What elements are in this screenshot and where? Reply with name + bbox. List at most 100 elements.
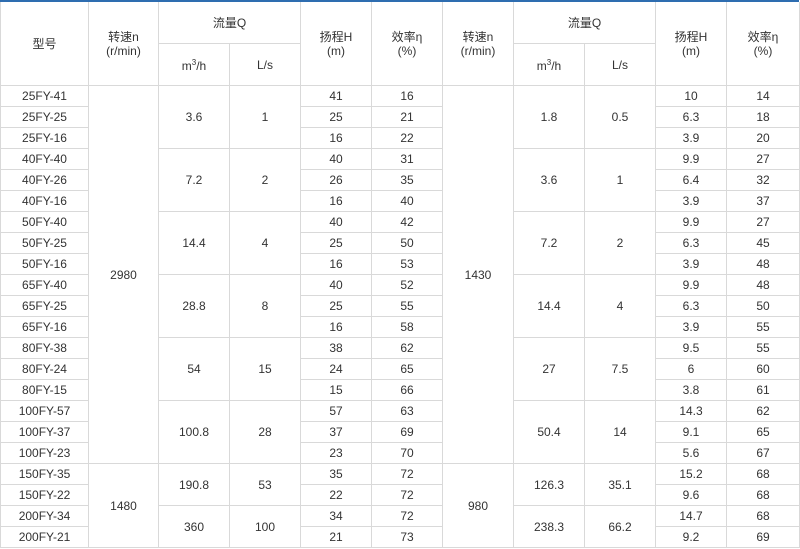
model-cell: 50FY-40 [0,211,89,233]
header-speed-2: 转速n (r/min) [442,2,514,86]
efficiency-cell: 68 [726,505,800,527]
head-cell: 9.6 [655,484,727,506]
flow-m3h-cell: 238.3 [513,505,585,548]
table-row: 80FY-38 54 15 38 62 27 7.5 9.5 55 [0,337,800,401]
header-flow-1: 流量Q [158,2,301,44]
speed-cell: 2980 [88,85,159,464]
efficiency-cell: 40 [371,190,443,212]
head-cell: 40 [300,211,372,233]
head-cell: 14.7 [655,505,727,527]
flow-ls-cell: 4 [584,274,656,338]
model-cell: 50FY-16 [0,253,89,275]
flow-m3h-cell: 360 [158,505,230,548]
table-row: 25FY-25 25 21 6.3 18 [0,106,800,128]
flow-ls-cell: 28 [229,400,301,464]
head-cell: 25 [300,295,372,317]
efficiency-cell: 68 [726,484,800,506]
head-cell: 16 [300,190,372,212]
efficiency-cell: 55 [726,316,800,338]
flow-m3h-cell: 3.6 [513,148,585,212]
head-cell: 25 [300,232,372,254]
head-cell: 16 [300,127,372,149]
header-model: 型号 [0,2,89,86]
head-cell: 35 [300,463,372,485]
efficiency-cell: 53 [371,253,443,275]
flow-m3h-cell: 7.2 [513,211,585,275]
flow-m3h-cell: 126.3 [513,463,585,506]
efficiency-cell: 22 [371,127,443,149]
efficiency-cell: 62 [726,400,800,422]
efficiency-cell: 20 [726,127,800,149]
flow-m3h-cell: 14.4 [513,274,585,338]
efficiency-cell: 14 [726,85,800,107]
model-cell: 100FY-57 [0,400,89,422]
table-row: 40FY-16 16 40 3.9 37 [0,190,800,212]
model-cell: 40FY-26 [0,169,89,191]
head-cell: 37 [300,421,372,443]
efficiency-cell: 50 [371,232,443,254]
table-row: 100FY-37 37 69 9.1 65 [0,421,800,443]
efficiency-cell: 69 [371,421,443,443]
efficiency-cell: 73 [371,526,443,548]
efficiency-cell: 27 [726,148,800,170]
head-cell: 3.9 [655,127,727,149]
table-row: 200FY-21 21 73 9.2 69 [0,526,800,548]
efficiency-cell: 31 [371,148,443,170]
efficiency-cell: 63 [371,400,443,422]
table-row: 40FY-40 7.2 2 40 31 3.6 1 9.9 27 [0,148,800,212]
efficiency-cell: 72 [371,505,443,527]
efficiency-cell: 72 [371,484,443,506]
efficiency-cell: 37 [726,190,800,212]
flow-ls-cell: 1 [229,85,301,149]
head-cell: 6.3 [655,106,727,128]
head-cell: 34 [300,505,372,527]
flow-ls-cell: 35.1 [584,463,656,506]
efficiency-cell: 69 [726,526,800,548]
efficiency-cell: 62 [371,337,443,359]
head-cell: 16 [300,253,372,275]
flow-ls-cell: 2 [229,148,301,212]
head-cell: 25 [300,106,372,128]
efficiency-cell: 50 [726,295,800,317]
efficiency-cell: 27 [726,211,800,233]
efficiency-cell: 55 [371,295,443,317]
head-cell: 40 [300,148,372,170]
head-cell: 3.9 [655,316,727,338]
flow-ls-cell: 1 [584,148,656,212]
efficiency-cell: 42 [371,211,443,233]
flow-ls-cell: 8 [229,274,301,338]
model-cell: 150FY-35 [0,463,89,485]
flow-ls-cell: 100 [229,505,301,548]
head-cell: 15 [300,379,372,401]
model-cell: 40FY-16 [0,190,89,212]
head-cell: 14.3 [655,400,727,422]
flow-ls-cell: 4 [229,211,301,275]
model-cell: 65FY-16 [0,316,89,338]
table-row: 65FY-40 28.8 8 40 52 14.4 4 9.9 48 [0,274,800,338]
model-cell: 80FY-38 [0,337,89,359]
speed-cell: 980 [442,463,514,548]
efficiency-cell: 61 [726,379,800,401]
head-cell: 16 [300,316,372,338]
head-cell: 26 [300,169,372,191]
head-cell: 38 [300,337,372,359]
head-cell: 9.5 [655,337,727,359]
flow-ls-cell: 15 [229,337,301,401]
flow-ls-cell: 7.5 [584,337,656,401]
head-cell: 9.9 [655,211,727,233]
head-cell: 6.3 [655,295,727,317]
header-flow-ls-1: L/s [229,43,301,86]
flow-ls-cell: 66.2 [584,505,656,548]
table-row: 150FY-22 22 72 9.6 68 [0,484,800,506]
header-speed-1: 转速n (r/min) [88,2,159,86]
header-flow-2: 流量Q [513,2,656,44]
flow-m3h-cell: 100.8 [158,400,230,464]
head-cell: 21 [300,526,372,548]
efficiency-cell: 55 [726,337,800,359]
table-row: 40FY-26 26 35 6.4 32 [0,169,800,191]
flow-ls-cell: 14 [584,400,656,464]
model-cell: 100FY-23 [0,442,89,464]
table-row: 50FY-16 16 53 3.9 48 [0,253,800,275]
